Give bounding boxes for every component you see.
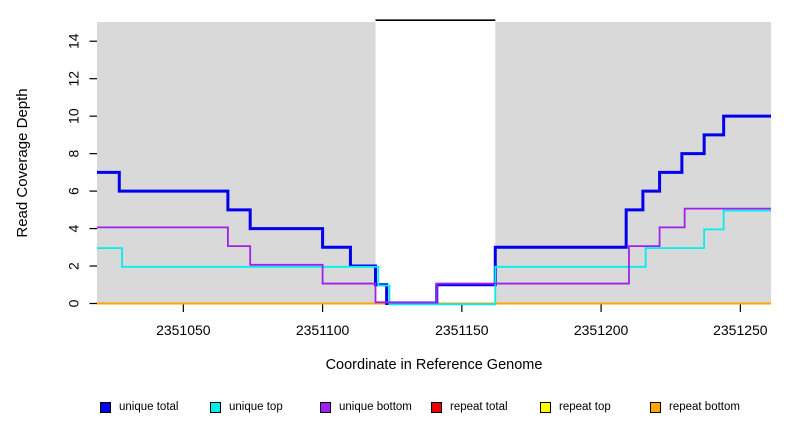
x-tick-label: 2351100 xyxy=(296,322,350,338)
y-tick-label: 4 xyxy=(66,224,82,232)
y-tick-label: 12 xyxy=(66,71,82,87)
x-tick-label: 2351050 xyxy=(156,322,211,338)
y-tick-label: 2 xyxy=(66,262,82,270)
y-tick-label: 6 xyxy=(66,187,82,195)
x-tick-label: 2351150 xyxy=(435,322,489,338)
y-tick-label: 8 xyxy=(66,150,82,158)
axis-layer: 2351050 2351100 2351150 2351200 2351250 0 2 4 6 8… xyxy=(66,33,768,338)
gap-region xyxy=(375,21,496,305)
y-tick-label: 10 xyxy=(66,108,82,124)
y-tick-label: 14 xyxy=(66,33,82,49)
series-line-layer xyxy=(97,114,771,306)
series-line-unique-top xyxy=(97,209,771,306)
plot-background-layer xyxy=(97,19,771,305)
x-tick-label: 2351250 xyxy=(713,322,768,338)
y-tick-label: 0 xyxy=(66,299,82,307)
x-axis-title: Coordinate in Reference Genome xyxy=(326,357,543,373)
y-axis-title: Read Coverage Depth xyxy=(14,88,31,237)
x-tick-label: 2351200 xyxy=(574,322,629,338)
series-line-unique-bottom xyxy=(97,207,771,304)
